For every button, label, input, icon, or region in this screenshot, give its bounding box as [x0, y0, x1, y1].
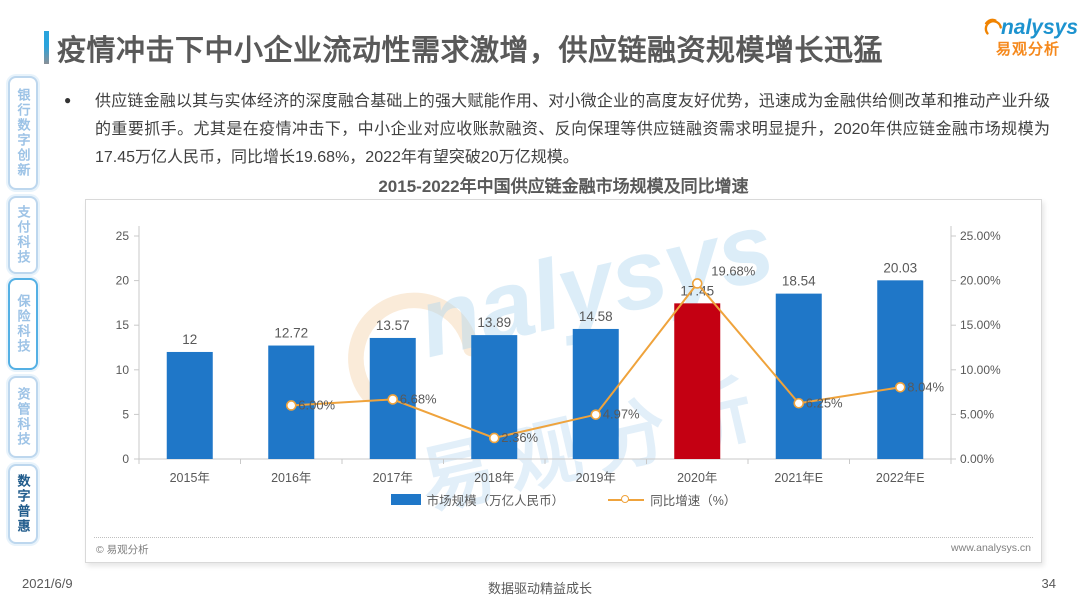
- line-marker: [387, 394, 399, 405]
- x-category-label: 2022年E: [876, 471, 925, 485]
- sidebar-item-asset-mgmt-tech[interactable]: 资管科技: [8, 376, 38, 458]
- sidebar-item-payment-tech[interactable]: 支付科技: [8, 196, 38, 274]
- legend-item-market-size: 市场规模（万亿人民币）: [390, 490, 565, 509]
- page-title: 疫情冲击下中小企业流动性需求激增，供应链融资规模增长迅猛: [57, 35, 884, 67]
- line-marker: [590, 409, 602, 420]
- summary-bullet: ● 供应链金融以其与实体经济的深度融合基础上的强大赋能作用、对小微企业的高度友好…: [64, 88, 1050, 172]
- line-value-label: 6.00%: [298, 397, 335, 412]
- line-value-label: 2.36%: [501, 430, 538, 445]
- x-category-label: 2019年: [576, 471, 616, 485]
- sidebar-item-banking-digital-innovation[interactable]: 银行数字创新: [8, 76, 38, 190]
- chart-legend: 市场规模（万亿人民币） 同比增速（%）: [86, 490, 1041, 509]
- bar-2022年E: [877, 280, 924, 459]
- right-tick-label: 20.00%: [960, 274, 1001, 288]
- left-tick-label: 25: [116, 229, 130, 243]
- bar-2021年E: [775, 293, 822, 459]
- bar-value-label: 20.03: [883, 260, 917, 275]
- x-category-label: 2018年: [474, 471, 514, 485]
- bullet-icon: ●: [64, 93, 72, 107]
- chart-website-link[interactable]: www.analysys.cn: [951, 542, 1031, 554]
- bar-value-label: 14.58: [579, 309, 613, 324]
- bar-value-label: 12: [182, 332, 197, 347]
- line-value-label: 4.97%: [603, 407, 640, 422]
- footer-date: 2021/6/9: [22, 576, 73, 591]
- line-marker: [691, 278, 703, 289]
- line-value-label: 8.04%: [907, 379, 944, 394]
- left-tick-label: 0: [122, 452, 129, 466]
- x-category-label: 2016年: [271, 471, 311, 485]
- analysys-swirl-icon: [984, 18, 1002, 35]
- page-number: 34: [1041, 576, 1056, 591]
- line-marker: [793, 397, 805, 409]
- analysys-logo: nalysys 易观分析: [982, 14, 1078, 59]
- left-tick-label: 10: [116, 363, 130, 377]
- chart-footer-divider: [94, 537, 1033, 538]
- x-category-label: 2021年E: [774, 471, 823, 485]
- x-category-label: 2017年: [373, 471, 413, 485]
- right-tick-label: 0.00%: [960, 452, 994, 466]
- chart-footer: © 易观分析 www.analysys.cn: [96, 542, 1031, 557]
- legend-label-growth-rate: 同比增速（%）: [650, 494, 737, 508]
- line-series-swatch: [608, 494, 645, 503]
- logo-wordmark-row: nalysys: [982, 14, 1078, 40]
- sidebar-item-insurance-tech[interactable]: 保险科技: [8, 278, 38, 370]
- legend-item-growth-rate: 同比增速（%）: [608, 490, 736, 509]
- left-tick-label: 5: [122, 407, 129, 421]
- bar-series-swatch: [390, 494, 421, 505]
- legend-label-market-size: 市场规模（万亿人民币）: [426, 494, 565, 508]
- logo-wordmark: nalysys: [1000, 16, 1078, 39]
- summary-text: 供应链金融以其与实体经济的深度融合基础上的强大赋能作用、对小微企业的高度友好优势…: [95, 93, 1050, 166]
- logo-wordmark-cn: 易观分析: [996, 41, 1061, 58]
- bar-2020年: [674, 303, 721, 459]
- line-marker: [285, 400, 297, 411]
- left-tick-label: 20: [116, 274, 130, 288]
- bar-value-label: 18.54: [782, 274, 816, 289]
- right-tick-label: 10.00%: [960, 363, 1001, 377]
- chart-panel: nalysys 易观分析 05101520250.00%5.00%10.00%1…: [85, 199, 1042, 563]
- line-marker-icon: [621, 494, 630, 503]
- bar-value-label: 13.89: [477, 315, 511, 330]
- sidebar-item-digital-inclusion[interactable]: 数字普惠: [8, 464, 38, 544]
- right-tick-label: 25.00%: [960, 229, 1001, 243]
- title-accent-bar: [44, 31, 49, 64]
- x-category-label: 2020年: [677, 471, 717, 485]
- bar-value-label: 12.72: [274, 326, 308, 341]
- chart-copyright: © 易观分析: [96, 544, 149, 556]
- left-tick-label: 15: [116, 318, 130, 332]
- right-tick-label: 15.00%: [960, 318, 1001, 332]
- bar-value-label: 13.57: [376, 318, 410, 333]
- market-size-growth-chart: 0 5 10 15 20 25 0.00% 5.00% 10.00% 15.00% 20.00% 25…: [116, 226, 1001, 485]
- line-marker: [488, 432, 500, 444]
- x-category-label: 2015年: [170, 471, 210, 485]
- line-value-label: 6.25%: [806, 395, 843, 410]
- chart-title: 2015-2022年中国供应链金融市场规模及同比增速: [378, 177, 749, 196]
- right-tick-label: 5.00%: [960, 407, 994, 421]
- line-marker: [894, 381, 906, 393]
- line-value-label: 6.68%: [400, 391, 437, 406]
- footer-slogan: 数据驱动精益成长: [487, 581, 592, 596]
- line-value-label: 19.68%: [711, 263, 756, 278]
- bar-2015年: [166, 351, 213, 459]
